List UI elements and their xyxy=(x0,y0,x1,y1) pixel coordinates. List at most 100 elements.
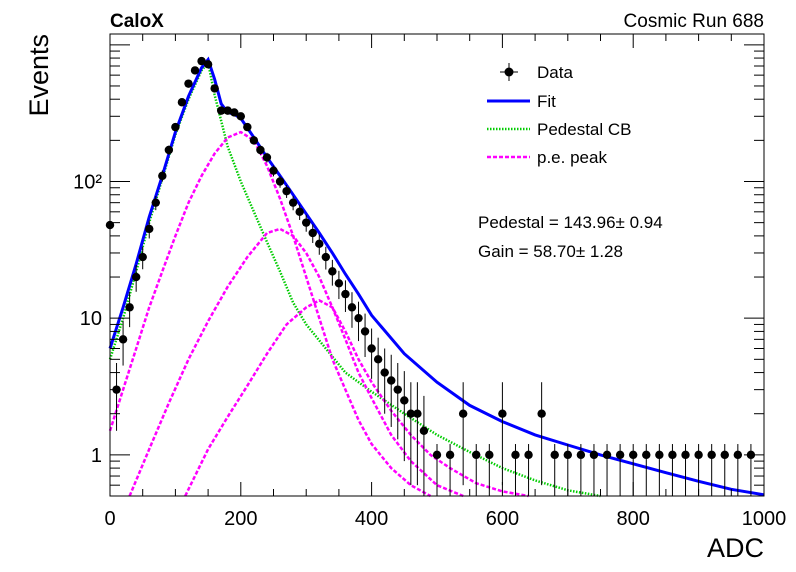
data-point-marker xyxy=(118,335,128,344)
data-point xyxy=(125,292,134,328)
fit-curve xyxy=(108,56,765,497)
data-point-marker xyxy=(472,450,481,460)
data-point-marker xyxy=(406,409,416,418)
data-point-marker xyxy=(354,313,363,323)
data-point xyxy=(302,214,311,232)
data-point xyxy=(223,106,232,115)
y-tick-label: 10² xyxy=(73,172,102,194)
data-point xyxy=(694,444,703,496)
data-point xyxy=(511,444,520,496)
data-point xyxy=(602,444,612,496)
data-point xyxy=(118,320,128,366)
data-point xyxy=(256,145,265,155)
data-point-marker xyxy=(498,409,507,418)
data-point xyxy=(321,246,331,270)
data-point-marker xyxy=(288,198,298,207)
data-point xyxy=(269,165,278,177)
legend-entry-pe-peak: p.e. peak xyxy=(487,148,607,167)
legend-label-pe-peak: p.e. peak xyxy=(537,148,607,167)
data-point-marker xyxy=(576,450,586,460)
legend-label-fit: Fit xyxy=(537,92,556,111)
data-point xyxy=(334,270,344,300)
data-point xyxy=(308,224,317,243)
data-point xyxy=(275,175,285,188)
data-point-marker xyxy=(400,396,409,405)
data-point xyxy=(138,246,147,270)
data-point xyxy=(733,444,743,496)
data-point xyxy=(419,395,429,496)
data-point xyxy=(445,444,455,496)
pedestal-fit-result: Pedestal = 143.96± 0.94 xyxy=(478,213,663,232)
data-point-marker xyxy=(373,355,383,364)
data-point xyxy=(347,292,357,328)
data-point xyxy=(210,84,219,93)
data-point-marker xyxy=(681,450,690,460)
run-label: Cosmic Run 688 xyxy=(624,11,764,32)
data-point xyxy=(380,348,389,414)
data-point-marker xyxy=(295,207,304,217)
data-point-marker xyxy=(537,409,546,418)
data-point xyxy=(190,66,200,75)
data-point xyxy=(230,108,239,117)
data-point xyxy=(668,444,677,496)
legend-entry-fit: Fit xyxy=(487,92,556,111)
legend-data-marker xyxy=(504,67,514,77)
data-point-marker xyxy=(629,450,638,460)
data-point xyxy=(524,444,533,496)
data-point-marker xyxy=(138,252,147,262)
data-point xyxy=(197,56,206,66)
data-point-marker xyxy=(615,450,625,460)
data-point-marker xyxy=(432,450,442,460)
data-point-marker xyxy=(236,112,245,121)
legend-label-data: Data xyxy=(537,63,573,82)
x-tick-label: 200 xyxy=(224,508,257,530)
data-point-marker xyxy=(458,409,468,418)
data-point-marker xyxy=(563,450,572,460)
data-point-marker xyxy=(131,272,141,282)
data-points-layer xyxy=(105,56,756,496)
x-tick-label: 400 xyxy=(355,508,388,530)
experiment-label: CaloX xyxy=(110,11,164,32)
data-point xyxy=(158,170,167,182)
data-point-marker xyxy=(334,279,344,288)
data-point xyxy=(458,382,468,486)
data-point-marker xyxy=(694,450,703,460)
data-point-marker xyxy=(275,177,285,186)
data-point-marker xyxy=(387,376,396,385)
data-point-marker xyxy=(321,252,331,262)
data-point-marker xyxy=(203,60,213,69)
data-point-marker xyxy=(262,153,272,162)
x-axis-label: ADC xyxy=(707,533,764,563)
data-point-marker xyxy=(243,122,252,132)
legend-entry-data: Data xyxy=(500,63,573,82)
data-point-marker xyxy=(393,385,402,394)
data-point xyxy=(406,382,416,486)
x-tick-label: 600 xyxy=(486,508,519,530)
data-point xyxy=(550,444,559,496)
data-point-marker xyxy=(511,450,520,460)
data-point-marker xyxy=(707,450,716,460)
y-axis-ticks: 1 10 10² xyxy=(73,44,764,497)
data-point-marker xyxy=(367,344,376,353)
data-point xyxy=(145,220,154,239)
data-point-marker xyxy=(642,450,651,460)
x-tick-label: 800 xyxy=(617,508,650,530)
data-point-marker xyxy=(249,136,259,145)
data-point xyxy=(642,444,651,496)
data-point xyxy=(354,301,363,342)
data-point xyxy=(367,328,376,379)
data-point xyxy=(171,122,180,132)
y-axis-label: Events xyxy=(24,34,54,117)
data-point xyxy=(681,444,690,496)
y-tick-label: 1 xyxy=(91,445,102,467)
data-point xyxy=(400,371,409,462)
x-axis-ticks: 0 200 400 600 800 1000 xyxy=(104,34,786,530)
data-point-marker xyxy=(602,450,612,460)
data-point xyxy=(177,98,187,107)
data-point xyxy=(131,264,141,292)
data-point-marker xyxy=(655,450,664,460)
data-point xyxy=(615,444,625,496)
data-point xyxy=(315,234,324,255)
data-point xyxy=(432,444,442,496)
data-point-marker xyxy=(145,224,154,234)
